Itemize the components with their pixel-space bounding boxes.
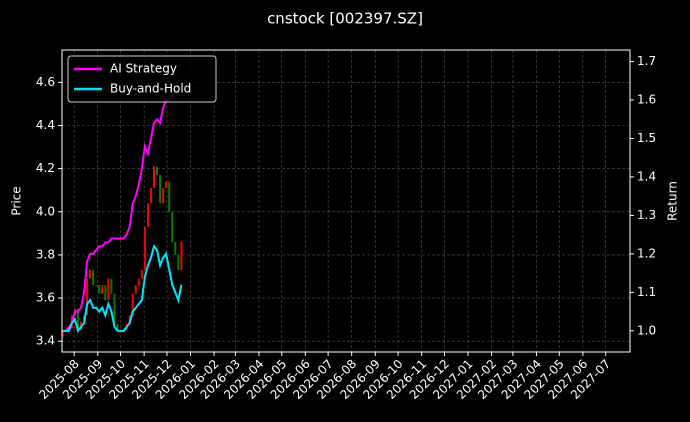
- candle: [107, 278, 110, 301]
- legend-label: AI Strategy: [110, 62, 177, 76]
- candle: [110, 278, 113, 294]
- candle: [156, 166, 159, 176]
- series-line: [62, 91, 182, 332]
- candle: [95, 285, 98, 287]
- candle: [92, 270, 95, 286]
- plot-frame: [61, 49, 631, 353]
- candle: [137, 278, 140, 286]
- candle: [159, 175, 162, 204]
- y2-tick-label: 1.2: [637, 246, 656, 260]
- candle: [143, 226, 146, 271]
- candle: [140, 270, 143, 279]
- series-line: [62, 244, 183, 334]
- y-tick-label: 3.6: [36, 291, 55, 305]
- candle: [131, 293, 134, 316]
- y2-tick-label: 1.0: [637, 323, 656, 337]
- y-tick-label: 4.4: [36, 118, 55, 132]
- y-tick-label: 3.8: [36, 247, 55, 261]
- y2-tick-label: 1.5: [637, 131, 656, 145]
- y-tick-label: 4.2: [36, 161, 55, 175]
- y-tick-label: 4.6: [36, 75, 55, 89]
- y2-tick-label: 1.6: [637, 93, 656, 107]
- y-tick-label: 4.0: [36, 204, 55, 218]
- y2-tick-label: 1.7: [637, 54, 656, 68]
- y2-tick-label: 1.1: [637, 285, 656, 299]
- candle: [98, 285, 101, 294]
- y2-tick-label: 1.3: [637, 208, 656, 222]
- candle: [61, 330, 64, 337]
- chart-title: cnstock [002397.SZ]: [267, 10, 423, 28]
- candle: [162, 188, 165, 204]
- candle: [146, 203, 149, 227]
- candle: [101, 285, 104, 294]
- candle: [104, 285, 107, 301]
- candle: [180, 241, 183, 271]
- candle: [153, 166, 156, 189]
- candle: [116, 323, 119, 331]
- legend-label: Buy-and-Hold: [110, 82, 191, 96]
- y-axis-label: Price: [10, 186, 24, 215]
- y2-axis-label: Return: [666, 181, 680, 221]
- candle: [168, 181, 171, 212]
- candle: [113, 293, 116, 324]
- candle: [177, 254, 180, 271]
- candle: [149, 188, 152, 204]
- candle: [165, 181, 168, 189]
- candle: [89, 270, 92, 279]
- y-tick-label: 3.4: [36, 334, 55, 348]
- y2-tick-label: 1.4: [637, 169, 656, 183]
- candle: [174, 241, 177, 255]
- candle: [76, 308, 79, 331]
- candle: [134, 285, 137, 294]
- candle: [86, 278, 89, 316]
- legend-box: [67, 55, 217, 103]
- candle: [171, 211, 174, 242]
